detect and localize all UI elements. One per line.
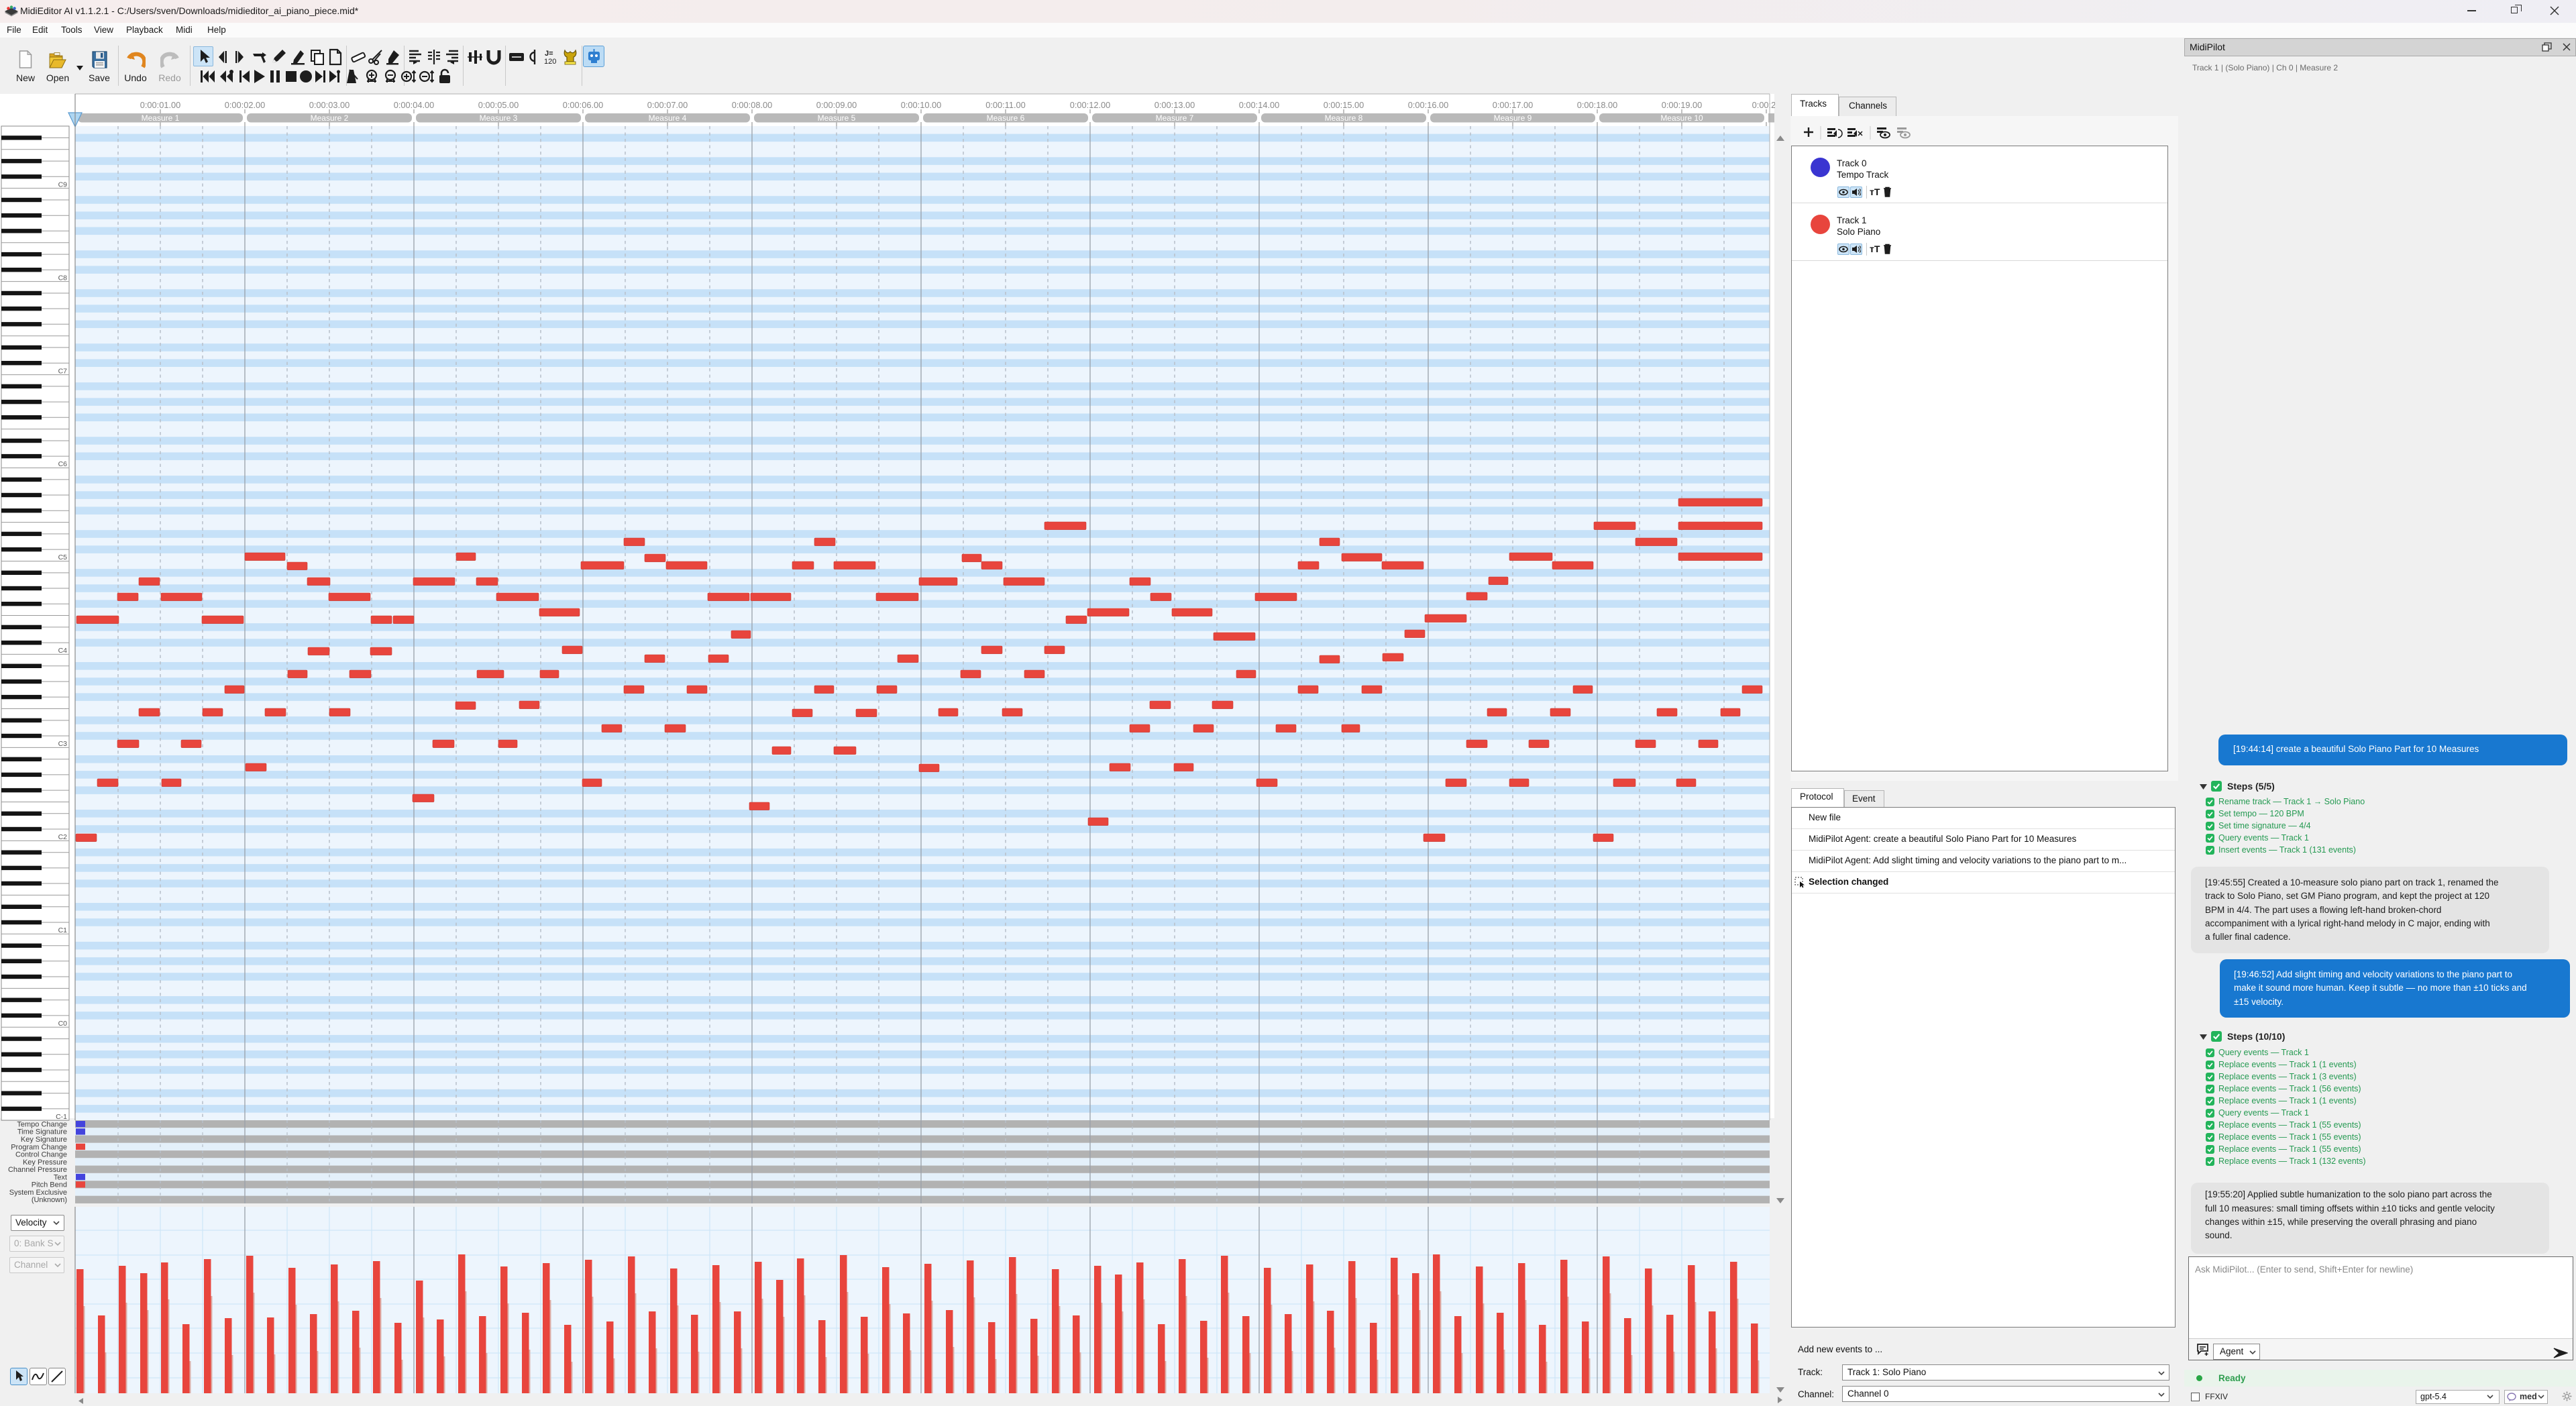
svg-text:0:00:03.00: 0:00:03.00: [309, 100, 350, 110]
svg-text:0:00:04.00: 0:00:04.00: [394, 100, 435, 110]
svg-text:Key Signature: Key Signature: [21, 1136, 67, 1144]
svg-text:Measure 4: Measure 4: [649, 113, 687, 123]
svg-text:0:00:06.00: 0:00:06.00: [563, 100, 604, 110]
svg-text:C4: C4: [58, 647, 68, 655]
svg-text:0:00:18.00: 0:00:18.00: [1577, 100, 1618, 110]
svg-text:Tempo Change: Tempo Change: [17, 1121, 67, 1129]
svg-text:Key Pressure: Key Pressure: [23, 1158, 67, 1167]
svg-text:System Exclusive: System Exclusive: [9, 1189, 67, 1197]
svg-text:Program Change: Program Change: [11, 1143, 67, 1151]
svg-text:Measure 2: Measure 2: [311, 113, 349, 123]
svg-text:0:00:08.00: 0:00:08.00: [732, 100, 773, 110]
svg-text:Measure 6: Measure 6: [987, 113, 1025, 123]
svg-text:(Unknown): (Unknown): [32, 1196, 67, 1204]
svg-text:C-1: C-1: [56, 1113, 67, 1121]
svg-text:0:00:13.00: 0:00:13.00: [1155, 100, 1195, 110]
svg-text:0:00:15.00: 0:00:15.00: [1324, 100, 1364, 110]
svg-text:C5: C5: [58, 553, 68, 561]
svg-text:0:00:10.00: 0:00:10.00: [901, 100, 942, 110]
svg-text:C7: C7: [58, 367, 68, 375]
svg-text:0:00:16.00: 0:00:16.00: [1408, 100, 1449, 110]
svg-text:0:00:20: 0:00:20: [1752, 100, 1781, 110]
svg-text:J=: J=: [545, 50, 553, 58]
svg-text:0:00:02.00: 0:00:02.00: [225, 100, 266, 110]
svg-text:C1: C1: [58, 926, 68, 934]
svg-text:Text: Text: [54, 1173, 67, 1181]
svg-text:Measure 7: Measure 7: [1156, 113, 1194, 123]
svg-text:Time Signature: Time Signature: [17, 1128, 67, 1136]
svg-text:0:00:05.00: 0:00:05.00: [478, 100, 519, 110]
svg-text:C2: C2: [58, 833, 68, 841]
svg-text:120: 120: [544, 58, 556, 66]
svg-text:C0: C0: [58, 1020, 68, 1028]
svg-text:Measure 5: Measure 5: [818, 113, 856, 123]
svg-text:C8: C8: [58, 274, 68, 282]
svg-text:C6: C6: [58, 460, 68, 468]
svg-text:0:00:07.00: 0:00:07.00: [647, 100, 688, 110]
svg-text:Measure 9: Measure 9: [1494, 113, 1532, 123]
svg-text:0:00:14.00: 0:00:14.00: [1239, 100, 1280, 110]
svg-text:0:00:12.00: 0:00:12.00: [1070, 100, 1111, 110]
svg-text:0:00:19.00: 0:00:19.00: [1662, 100, 1703, 110]
svg-text:0:00:09.00: 0:00:09.00: [816, 100, 857, 110]
svg-text:0:00:17.00: 0:00:17.00: [1493, 100, 1534, 110]
svg-text:Control Change: Control Change: [15, 1151, 67, 1159]
svg-text:C3: C3: [58, 740, 68, 748]
svg-text:0:00:01.00: 0:00:01.00: [140, 100, 181, 110]
svg-text:C9: C9: [58, 180, 68, 188]
svg-text:Measure 3: Measure 3: [480, 113, 518, 123]
svg-text:Measure 1: Measure 1: [142, 113, 180, 123]
svg-text:Channel Pressure: Channel Pressure: [8, 1166, 67, 1174]
svg-text:0:00:11.00: 0:00:11.00: [985, 100, 1026, 110]
svg-text:Pitch Bend: Pitch Bend: [32, 1181, 67, 1189]
svg-text:Measure 8: Measure 8: [1325, 113, 1363, 123]
svg-text:Measure 10: Measure 10: [1660, 113, 1703, 123]
